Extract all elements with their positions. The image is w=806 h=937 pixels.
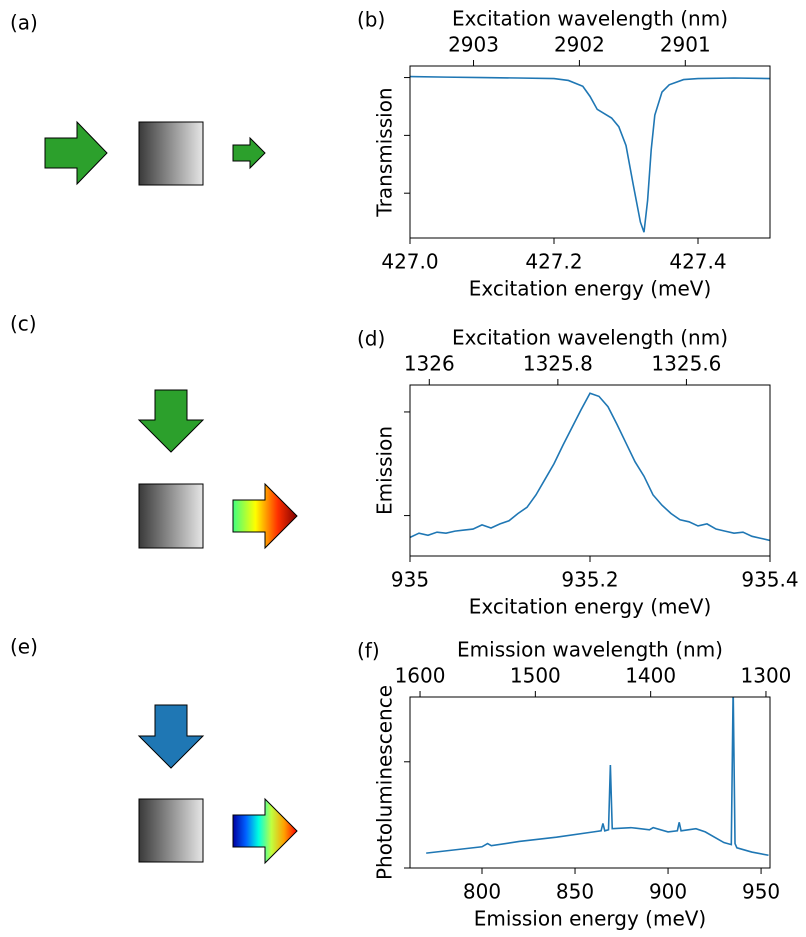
data-line [426,697,769,857]
excitation-arrow [44,120,108,186]
x2-axis-label: Emission wavelength (nm) [457,638,723,662]
panel-label: (f) [357,639,380,663]
x-tick-label: 427.4 [669,250,726,274]
panel-label: (a) [10,11,38,35]
plot-frame [409,65,771,239]
panel-label: (e) [10,635,38,659]
x-axis-label: Excitation energy (meV) [469,595,712,619]
data-line [410,75,770,233]
excitation-arrow [137,704,205,769]
y-axis-label: Emission [373,426,397,515]
diagram-c: (c) [10,312,298,550]
excitation-arrow [137,389,205,453]
panel-label: (b) [357,8,385,32]
y-axis-label: Transmission [373,87,397,217]
x-axis-label: Excitation energy (meV) [469,277,712,301]
panel-label: (c) [10,312,37,336]
sample [138,798,204,863]
chart: (d) Excitation wavelength (nm) Excitation … [357,326,799,619]
x-tick-label: 935.4 [741,568,798,592]
chart: (b) Excitation wavelength (nm) Excitation … [357,7,771,301]
x2-tick-label: 2903 [448,33,499,57]
plot-frame [409,696,771,869]
x2-tick-label: 2901 [660,33,711,57]
chart: (f) Emission wavelength (nm) Emission ener… [357,638,791,931]
sample [138,483,204,549]
diagram-e: (e) [10,635,298,865]
x2-tick-label: 1326 [404,352,455,376]
x-axis-label: Emission energy (meV) [474,907,706,931]
panel-label: (d) [357,327,385,351]
emission-arrow [232,482,298,550]
x2-axis-label: Excitation wavelength (nm) [452,7,728,31]
plot-frame [409,384,771,557]
x-tick-label: 935 [391,568,429,592]
x2-tick-label: 1500 [510,664,561,688]
x-tick-label: 427.0 [381,250,438,274]
emission-arrow [232,797,298,865]
x2-tick-label: 1400 [625,664,676,688]
diagram-a: (a) [10,11,266,186]
x2-tick-label: 1325.8 [523,352,593,376]
x2-tick-label: 2902 [554,33,605,57]
x-tick-label: 850 [556,880,594,904]
y-axis-label: Photoluminescence [373,685,397,880]
x2-axis-label: Excitation wavelength (nm) [452,326,728,350]
x2-tick-label: 1300 [741,664,792,688]
sample [138,121,204,186]
x-tick-label: 900 [649,880,687,904]
x2-tick-label: 1325.6 [651,352,721,376]
x-tick-label: 427.2 [525,250,582,274]
data-line [410,392,770,542]
transmitted-arrow [232,136,266,170]
x-tick-label: 935.2 [561,568,618,592]
x-tick-label: 950 [742,880,780,904]
x2-tick-label: 1600 [395,664,446,688]
x-tick-label: 800 [463,880,501,904]
